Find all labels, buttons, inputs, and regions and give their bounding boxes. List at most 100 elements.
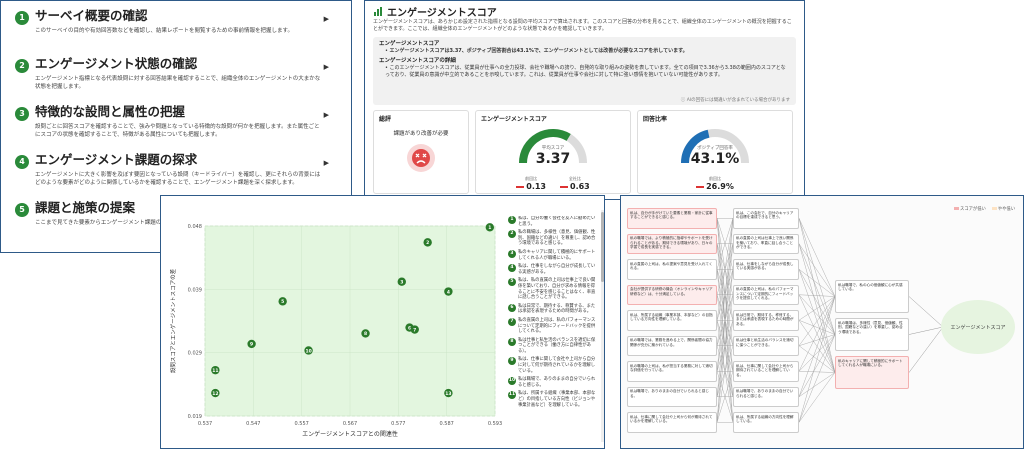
step-2[interactable]: 2 エンゲージメント状態の確認 エンゲージメント指標となる代表設問に対する回答結… [9, 53, 343, 101]
driver-link [798, 294, 836, 297]
driver-link [798, 296, 836, 321]
chevron-right-icon[interactable]: ▶ [323, 111, 329, 119]
question-text: 私は、所属する組織（事業本部、本部など）の目指している方向性（ビジョンや事業計画… [518, 391, 596, 408]
step-4[interactable]: 4 エンゲージメント課題の探求 エンゲージメントに大きく影響を及ぼす要因となって… [9, 149, 343, 197]
engagement-score-title: エンゲージメントスコア [481, 116, 547, 123]
step-3[interactable]: 3 特徴的な設問と属性の把握 設問ごとに回答スコアを確認することで、強みや問題と… [9, 101, 343, 149]
question-number: 4 [508, 264, 516, 273]
target-node[interactable]: エンゲージメントスコア [941, 300, 1015, 354]
y-tick-label: 0.029 [188, 351, 202, 357]
data-point-10[interactable]: 10 [304, 346, 313, 355]
data-point-5[interactable]: 5 [278, 297, 287, 306]
driver-link [798, 320, 836, 335]
avg-score-label: 平均スコア [541, 146, 565, 151]
page-title: エンゲージメントスコア [387, 7, 497, 19]
question-item[interactable]: 8 私は仕事と私生活のバランスを適切に保つことができる（働き方に自律性がある）。 [508, 337, 598, 355]
chevron-right-icon[interactable]: ▶ [323, 15, 329, 23]
diagram-legend: スコアが低い やや低い [954, 206, 1015, 212]
question-item[interactable]: 10 私は職場で、ありのままの自分でいられると感じる。 [508, 377, 598, 388]
svg-text:11: 11 [212, 368, 218, 374]
data-point-9[interactable]: 9 [247, 339, 256, 349]
step-description: 設問ごとに回答スコアを確認することで、強みや問題となっている特徴的な設問が何かを… [35, 124, 320, 138]
x-tick-label: 0.577 [391, 421, 405, 427]
evaluation-text: 課題があり改善が必要 [393, 131, 449, 137]
response-ratio-title: 回答比率 [643, 116, 668, 123]
step-title: 課題と施策の提案 [35, 200, 136, 215]
ai-summary-point: • エンゲージメントスコアは3.37、ポジティブ回答割合は43.1%で、エンゲー… [385, 48, 688, 54]
step-title: エンゲージメント課題の探求 [35, 152, 198, 167]
scatter-panel: 0.537 0.547 0.557 0.567 0.577 0.587 0.593 0.048… [160, 195, 605, 449]
driver-node[interactable]: 私は職場で、ありのままの自分でいられると感じる。 [733, 386, 799, 407]
driver-link [798, 372, 836, 423]
driver-node[interactable]: 私の直属の上司は、私の提案や意見を受け入れてくれる。 [627, 259, 717, 280]
data-point-2[interactable]: 2 [423, 238, 432, 247]
response-ratio-gauge [681, 129, 749, 164]
question-item[interactable]: 7 私の直属の上司は、私のパフォーマンスについて定期的にフィードバックを提供して… [508, 317, 598, 335]
driver-node[interactable]: 私は、仕事に関して会社や上司から期待されていることを理解している。 [733, 361, 799, 382]
driver-link [716, 218, 734, 423]
question-text: 私は日常で、期待する、称賛する、または承認を表現するための時間がある。 [518, 303, 596, 315]
question-number: 3 [508, 249, 516, 258]
svg-text:12: 12 [212, 391, 218, 397]
y-tick-label: 0.048 [188, 224, 202, 230]
data-point-12[interactable]: 12 [211, 388, 220, 398]
driver-node[interactable]: 私は、仕事に関して会社や上司から何が期待されているかを理解している。 [627, 412, 717, 433]
driver-node[interactable]: 私の職場では、より積極的に指導やサポートを受けられることがある。期待できる環境が… [627, 233, 717, 254]
chevron-right-icon[interactable]: ▶ [323, 159, 329, 167]
driver-link [716, 269, 734, 423]
driver-node[interactable]: 私は仕事と私生活のバランスを適切に保つことができる。 [733, 335, 799, 356]
question-item[interactable]: 5 私は、私の直属の上司は仕事上で良い関係を築いており、自分が求める情報を得るこ… [508, 278, 598, 300]
data-point-13[interactable]: 13 [444, 388, 453, 398]
delta-previous-ratio: 前回比 26.9% [696, 176, 734, 191]
question-text: 私は仕事と私生活のバランスを適切に保つことができる（働き方に自律性がある）。 [518, 337, 596, 354]
data-point-11[interactable]: 11 [211, 365, 220, 375]
driver-node[interactable]: 私は、所属する組織（事業本部、本部など）の目指している方向性を理解している。 [627, 310, 717, 331]
question-item[interactable]: 3 私のキャリアに関して積極的にサポートしてくれる人が職場にいる。 [508, 249, 598, 261]
gauge-fill [519, 129, 571, 164]
driver-node[interactable]: 私は、この会社で、自分のキャリアの目標を達成できると思う。 [733, 208, 799, 229]
question-text: 私の直属の上司は、私のパフォーマンスについて定期的にフィードバックを提供してくれ… [518, 317, 596, 335]
question-list[interactable]: 1 私は、自分の働く会社を友人に勧めたいと思う。 2 私の職場は、多様性（意見、価… [508, 216, 598, 442]
data-point-4[interactable]: 4 [444, 287, 453, 296]
driver-node[interactable]: 私のキャリアに関して積極的にサポートしてくれる人が職場にいる。 [835, 356, 909, 389]
driver-node[interactable]: 私は職場で、私の心の価値観に心が共感している。 [835, 280, 909, 313]
step-5[interactable]: 5 課題と施策の提案 ここまで見てきた要素からエンゲージメント課題の発見と施策を… [9, 197, 343, 245]
driver-node[interactable]: 私は、自分が手がけていた要素と業務・家計に従事することができると感じる。 [627, 208, 717, 229]
driver-node[interactable]: 私の直属の上司は、私のパフォーマンスについて定期的にフィードバックを提供してくれ… [733, 284, 799, 305]
step-1[interactable]: 1 サーベイ概要の確認 このサーベイの目的や有効回答数などを確認し、結果レポート… [9, 5, 343, 53]
driver-node[interactable]: 私の直属の上司は仕事上で良い関係を築いており、率直に話し合うことができる。 [733, 233, 799, 254]
y-axis-label: 設問スコアとエンゲージメントスコアの差 [169, 268, 177, 373]
question-item[interactable]: 11 私は、所属する組織（事業本部、本部など）の目指している方向性（ビジョンや事… [508, 391, 598, 408]
driver-node[interactable]: 私は、所属する組織の方向性を理解している。 [733, 412, 799, 433]
engagement-score-panel: エンゲージメントスコア エンゲージメントスコアは、あらかじめ設定された指標となる… [364, 0, 805, 200]
gauge-fill [681, 129, 710, 164]
chevron-right-icon[interactable]: ▶ [323, 63, 329, 71]
driver-node[interactable]: 私は日常で、期待する、称賛する、または承認を表現するための時間がある。 [733, 310, 799, 331]
ai-summary-heading: エンゲージメントスコア [379, 41, 440, 47]
driver-node[interactable]: 私の職場は、多様性（意見、価値観、性別、国籍などの違い）を尊重し、認め合う環境で… [835, 318, 909, 351]
data-point-1[interactable]: 1 [485, 223, 495, 232]
evaluation-card: 総評 課題があり改善が必要 [373, 110, 469, 194]
scrollbar[interactable] [601, 210, 604, 442]
driver-node[interactable]: 私の職場では、業務を進める上で、関係者間の協力関係が充分に築かれている。 [627, 335, 717, 356]
driver-link [798, 218, 836, 297]
question-item[interactable]: 6 私は日常で、期待する、称賛する、または承認を表現するための時間がある。 [508, 303, 598, 315]
x-tick-label: 0.547 [246, 421, 260, 427]
driver-node[interactable]: 会社が提供する研修の機会（オンラインやキャリア研修など）は、十分満足している。 [627, 284, 717, 305]
question-item[interactable]: 2 私の職場は、多様性（意見、価値観、性別、国籍などの違い）を尊重し、認め合う環… [508, 230, 598, 247]
report-steps-panel: 1 サーベイ概要の確認 このサーベイの目的や有効回答数などを確認し、結果レポート… [0, 0, 352, 253]
question-text: 私のキャリアに関して積極的にサポートしてくれる人が職場にいる。 [518, 249, 596, 261]
data-point-8[interactable]: 8 [361, 329, 370, 338]
sad-face-icon [407, 144, 435, 172]
driver-node[interactable]: 私は、仕事をしながら自分が成長している実感がある。 [733, 259, 799, 280]
question-item[interactable]: 1 私は、自分の働く会社を友人に勧めたいと思う。 [508, 216, 598, 227]
question-item[interactable]: 4 私は、仕事をしながら自分が成長している実感がある。 [508, 264, 598, 275]
question-item[interactable]: 9 私は、仕事に関して会社や上司から自分に対して何が期待されているかを理解してい… [508, 357, 598, 374]
data-point-7[interactable]: 7 [410, 325, 419, 334]
driver-node[interactable]: 私の職場の上司は、私が担当する業務に対して適切な評価を行っている。 [627, 361, 717, 382]
data-point-3[interactable]: 3 [397, 277, 406, 286]
question-text: 私は、仕事に関して会社や上司から自分に対して何が期待されているかを理解している。 [518, 357, 596, 374]
driver-link [908, 326, 944, 373]
scrollbar-thumb[interactable] [601, 212, 604, 282]
driver-node[interactable]: 私は職場で、ありのままの自分でいられると感じる。 [627, 386, 717, 407]
